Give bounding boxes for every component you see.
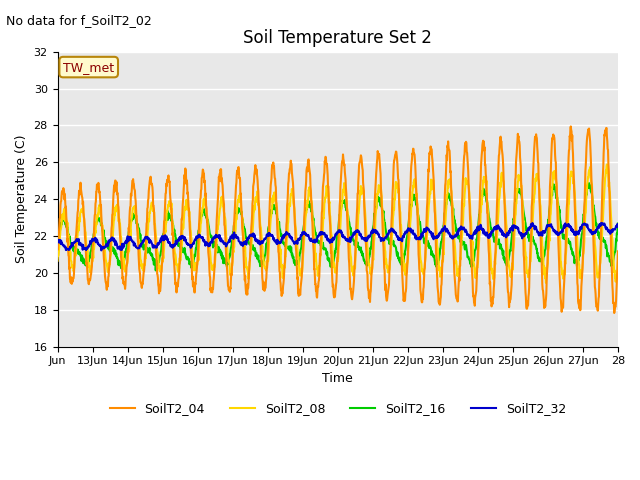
SoilT2_04 xyxy=(54,247,61,252)
SoilT2_16 xyxy=(614,221,621,227)
SoilT2_16 xyxy=(313,236,321,241)
SoilT2_16 xyxy=(152,267,159,273)
SoilT2_16 xyxy=(607,263,615,269)
Line: SoilT2_16: SoilT2_16 xyxy=(58,183,618,270)
SoilT2_08 xyxy=(552,180,560,185)
SoilT2_16 xyxy=(323,250,331,256)
SoilT2_04 xyxy=(141,251,149,256)
Line: SoilT2_32: SoilT2_32 xyxy=(58,223,618,251)
SoilT2_04 xyxy=(567,123,575,129)
SoilT2_16 xyxy=(54,241,61,247)
SoilT2_32 xyxy=(97,248,105,253)
SoilT2_08 xyxy=(470,260,477,266)
SoilT2_04 xyxy=(470,293,477,299)
SoilT2_04 xyxy=(323,161,331,167)
SoilT2_16 xyxy=(585,180,593,186)
Text: TW_met: TW_met xyxy=(63,60,115,73)
SoilT2_32 xyxy=(141,234,149,240)
SoilT2_32 xyxy=(614,221,621,227)
X-axis label: Time: Time xyxy=(323,372,353,385)
SoilT2_04 xyxy=(614,249,621,254)
SoilT2_08 xyxy=(603,162,611,168)
SoilT2_08 xyxy=(607,218,615,224)
SoilT2_32 xyxy=(553,229,561,235)
SoilT2_08 xyxy=(141,259,149,264)
SoilT2_04 xyxy=(552,159,559,165)
SoilT2_32 xyxy=(54,240,61,245)
SoilT2_08 xyxy=(54,258,61,264)
SoilT2_04 xyxy=(607,237,615,243)
SoilT2_32 xyxy=(607,228,615,234)
Line: SoilT2_08: SoilT2_08 xyxy=(58,165,618,283)
Text: No data for f_SoilT2_02: No data for f_SoilT2_02 xyxy=(6,14,152,27)
SoilT2_16 xyxy=(141,246,149,252)
SoilT2_32 xyxy=(470,229,478,235)
SoilT2_08 xyxy=(323,186,331,192)
Line: SoilT2_04: SoilT2_04 xyxy=(58,126,618,313)
SoilT2_08 xyxy=(542,280,550,286)
SoilT2_16 xyxy=(552,194,560,200)
Title: Soil Temperature Set 2: Soil Temperature Set 2 xyxy=(243,29,432,48)
SoilT2_32 xyxy=(323,237,331,243)
SoilT2_04 xyxy=(312,288,320,293)
SoilT2_32 xyxy=(313,239,321,245)
Legend: SoilT2_04, SoilT2_08, SoilT2_16, SoilT2_32: SoilT2_04, SoilT2_08, SoilT2_16, SoilT2_… xyxy=(104,397,571,420)
SoilT2_32 xyxy=(529,220,536,226)
Y-axis label: Soil Temperature (C): Soil Temperature (C) xyxy=(15,135,28,264)
SoilT2_08 xyxy=(614,259,621,264)
SoilT2_04 xyxy=(611,310,618,316)
SoilT2_16 xyxy=(470,256,478,262)
SoilT2_08 xyxy=(312,261,320,266)
